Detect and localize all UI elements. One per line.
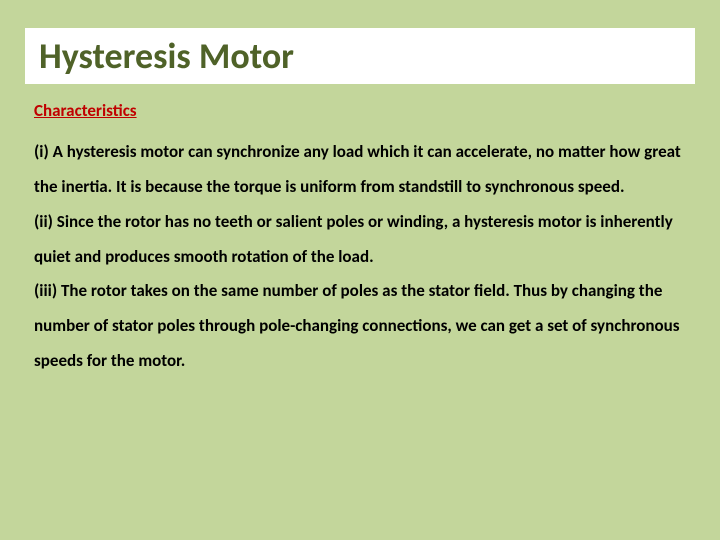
paragraph-1: (i) A hysteresis motor can synchronize a… [34,135,686,205]
paragraph-2: (ii) Since the rotor has no teeth or sal… [34,205,686,275]
subheading: Characteristics [34,100,686,121]
content-area: Characteristics (i) A hysteresis motor c… [34,100,686,379]
title-box: Hysteresis Motor [25,28,695,84]
page-title: Hysteresis Motor [39,34,294,78]
paragraph-3: (iii) The rotor takes on the same number… [34,274,686,379]
